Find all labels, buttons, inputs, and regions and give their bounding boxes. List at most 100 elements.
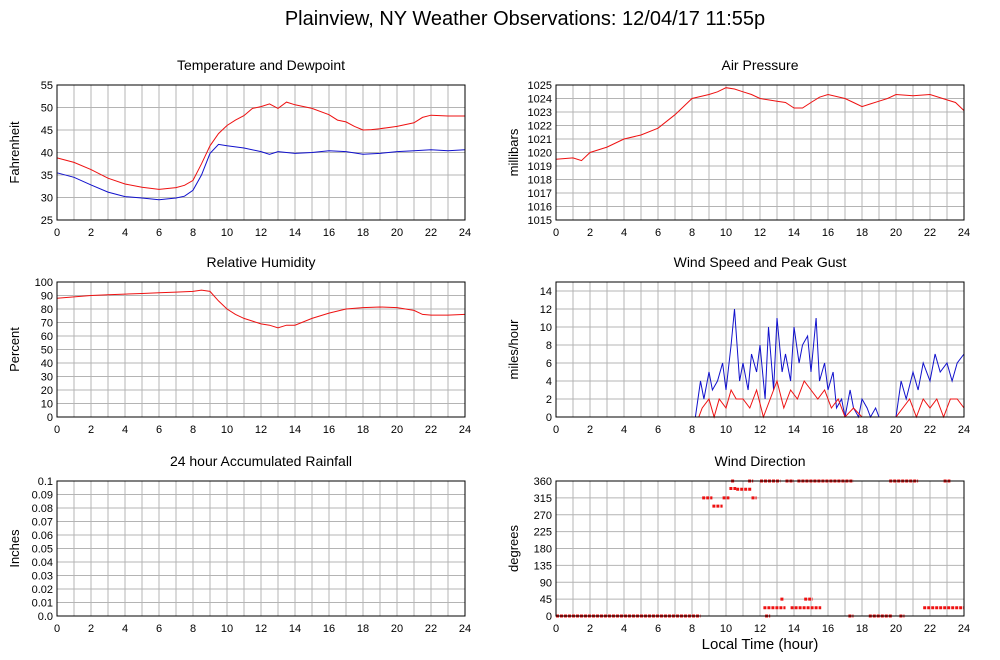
series-line-temp-0	[56, 101, 465, 190]
y-tick-label: 0.09	[32, 490, 53, 502]
x-tick-label: 0	[553, 227, 559, 239]
y-tick-label: 0.01	[32, 598, 53, 610]
y-axis-label-rain: Inches	[7, 529, 22, 568]
series-line-wind-0	[556, 308, 965, 419]
x-tick-label: 8	[190, 424, 196, 436]
y-tick-label: 225	[534, 527, 552, 539]
y-tick-label: 1025	[528, 80, 552, 92]
x-tick-label: 14	[788, 424, 800, 436]
y-axis-label-pressure: millibars	[506, 128, 521, 176]
x-tick-label: 24	[459, 227, 471, 239]
x-tick-label: 22	[924, 623, 936, 635]
x-tick-label: 14	[788, 227, 800, 239]
x-tick-label: 18	[357, 424, 369, 436]
x-tick-label: 2	[587, 424, 593, 436]
x-tick-label: 18	[856, 424, 868, 436]
x-tick-label: 22	[425, 623, 437, 635]
x-tick-label: 22	[924, 424, 936, 436]
y-tick-label: 0.07	[32, 517, 53, 529]
y-tick-label: 315	[534, 493, 552, 505]
x-tick-label: 14	[289, 623, 301, 635]
chart-title-temp: Temperature and Dewpoint	[177, 57, 345, 73]
x-tick-label: 12	[255, 424, 267, 436]
y-tick-label: 1018	[528, 175, 552, 187]
y-tick-label: 30	[41, 193, 53, 205]
y-tick-label: 90	[41, 291, 53, 303]
x-tick-label: 22	[924, 227, 936, 239]
y-tick-label: 10	[540, 322, 552, 334]
x-tick-label: 16	[323, 424, 335, 436]
y-tick-label: 90	[540, 577, 552, 589]
x-tick-label: 12	[255, 623, 267, 635]
x-tick-label: 24	[958, 623, 970, 635]
plot-frame-pressure	[555, 84, 965, 221]
x-tick-label: 16	[323, 623, 335, 635]
y-tick-label: 40	[41, 148, 53, 160]
x-tick-label: 10	[221, 424, 233, 436]
y-tick-label: 0.08	[32, 503, 53, 515]
x-tick-label: 4	[621, 424, 627, 436]
y-tick-label: 360	[534, 476, 552, 488]
y-tick-label: 0	[546, 611, 552, 623]
x-tick-label: 0	[54, 424, 60, 436]
x-tick-label: 2	[587, 227, 593, 239]
x-tick-label: 16	[822, 424, 834, 436]
y-tick-label: 80	[41, 304, 53, 316]
x-tick-label: 24	[958, 424, 970, 436]
x-tick-label: 20	[391, 623, 403, 635]
y-tick-label: 1020	[528, 148, 552, 160]
x-tick-label: 0	[553, 424, 559, 436]
x-tick-label: 4	[122, 424, 128, 436]
x-tick-label: 0	[54, 623, 60, 635]
plot-frame-humidity	[56, 281, 466, 418]
x-tick-label: 14	[289, 227, 301, 239]
page-title: Plainview, NY Weather Observations: 12/0…	[284, 8, 766, 30]
y-tick-label: 20	[41, 385, 53, 397]
x-tick-label: 6	[655, 227, 661, 239]
y-tick-label: 30	[41, 372, 53, 384]
x-tick-label: 6	[156, 424, 162, 436]
x-tick-label: 24	[459, 424, 471, 436]
x-tick-label: 2	[587, 623, 593, 635]
x-tick-label: 4	[122, 227, 128, 239]
chart-title-humidity: Relative Humidity	[207, 254, 316, 270]
y-tick-label: 2	[546, 394, 552, 406]
x-tick-label: 6	[655, 424, 661, 436]
y-tick-label: 1023	[528, 107, 552, 119]
x-tick-label: 12	[754, 424, 766, 436]
y-tick-label: 135	[534, 560, 552, 572]
x-tick-label: 14	[289, 424, 301, 436]
y-tick-label: 25	[41, 215, 53, 227]
y-tick-label: 0.0	[38, 611, 53, 623]
plot-frame-direction	[555, 480, 965, 617]
x-tick-label: 4	[621, 623, 627, 635]
y-tick-label: 55	[41, 80, 53, 92]
x-tick-label: 8	[190, 227, 196, 239]
x-tick-label: 24	[459, 623, 471, 635]
chart-title-wind: Wind Speed and Peak Gust	[674, 254, 847, 270]
series-line-temp-1	[56, 143, 466, 201]
series-line-pressure-0	[555, 87, 965, 162]
x-tick-label: 6	[156, 623, 162, 635]
x-tick-label: 0	[54, 227, 60, 239]
x-tick-label: 6	[156, 227, 162, 239]
x-tick-label: 6	[655, 623, 661, 635]
y-tick-label: 50	[41, 103, 53, 115]
global-x-axis-label: Local Time (hour)	[701, 636, 819, 653]
x-tick-label: 18	[357, 227, 369, 239]
x-tick-label: 10	[720, 227, 732, 239]
y-tick-label: 1021	[528, 134, 552, 146]
y-tick-label: 1016	[528, 202, 552, 214]
y-tick-label: 45	[540, 594, 552, 606]
x-tick-label: 8	[190, 623, 196, 635]
x-tick-label: 18	[856, 623, 868, 635]
plot-frame-wind	[555, 281, 965, 418]
x-tick-label: 8	[689, 227, 695, 239]
y-tick-label: 1015	[528, 215, 552, 227]
x-tick-label: 20	[391, 227, 403, 239]
x-tick-label: 16	[822, 227, 834, 239]
